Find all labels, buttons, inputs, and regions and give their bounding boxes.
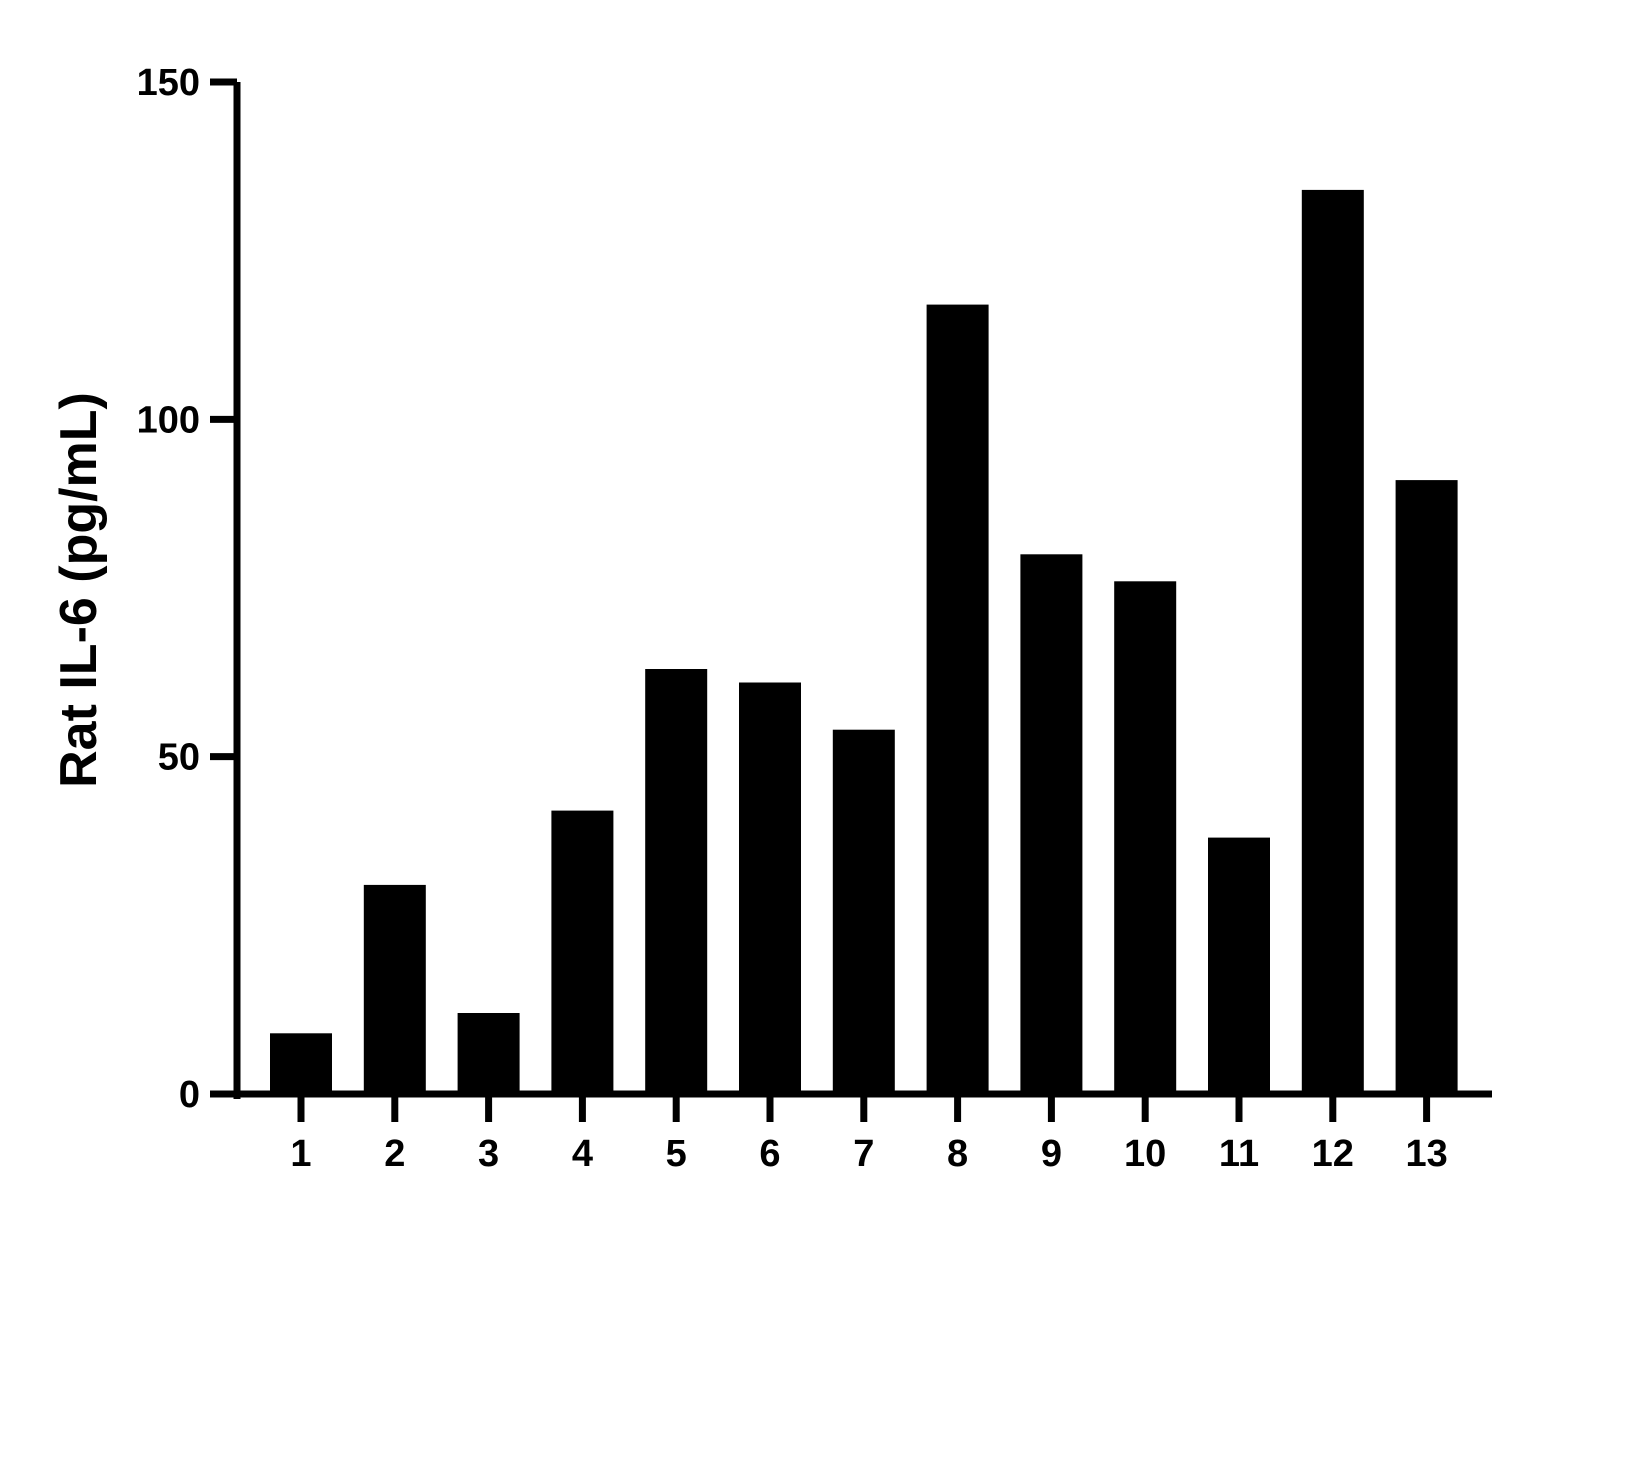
x-tick-label-12: 12 — [1312, 1133, 1354, 1175]
bar-10 — [1114, 581, 1177, 1094]
x-tick-label-6: 6 — [759, 1133, 780, 1175]
y-tick-label-150: 150 — [137, 62, 200, 104]
x-tick-label-2: 2 — [384, 1133, 405, 1175]
bar-6 — [739, 682, 801, 1094]
y-axis-title: Rat IL-6 (pg/mL) — [50, 392, 108, 788]
x-tick-label-1: 1 — [290, 1133, 311, 1175]
x-tick-label-8: 8 — [947, 1133, 968, 1175]
bar-13 — [1395, 480, 1458, 1095]
y-tick-label-0: 0 — [179, 1074, 200, 1116]
bar-1 — [270, 1033, 332, 1094]
x-tick-label-5: 5 — [666, 1133, 687, 1175]
bar-2 — [363, 884, 426, 1094]
bar-4 — [551, 810, 614, 1094]
y-ticks-group: 0 50 100 150 — [137, 62, 237, 1116]
x-tick-label-9: 9 — [1041, 1133, 1062, 1175]
x-tick-label-4: 4 — [572, 1133, 593, 1175]
bar-7 — [832, 729, 895, 1094]
bar-3 — [457, 1013, 520, 1094]
x-tick-label-7: 7 — [853, 1133, 874, 1175]
y-tick-label-50: 50 — [158, 737, 200, 779]
bar-8 — [926, 304, 989, 1095]
bar-12 — [1301, 189, 1364, 1094]
x-ticks-group: 1 2 3 4 5 6 7 8 9 10 11 12 13 — [290, 1094, 1448, 1175]
bars-group — [270, 189, 1458, 1095]
y-tick-label-100: 100 — [137, 399, 200, 441]
x-tick-label-10: 10 — [1124, 1133, 1166, 1175]
x-tick-label-3: 3 — [478, 1133, 499, 1175]
x-tick-label-13: 13 — [1405, 1133, 1447, 1175]
bar-11 — [1208, 837, 1270, 1094]
x-tick-label-11: 11 — [1219, 1133, 1259, 1175]
bar-9 — [1020, 554, 1083, 1094]
bar-5 — [645, 669, 708, 1094]
